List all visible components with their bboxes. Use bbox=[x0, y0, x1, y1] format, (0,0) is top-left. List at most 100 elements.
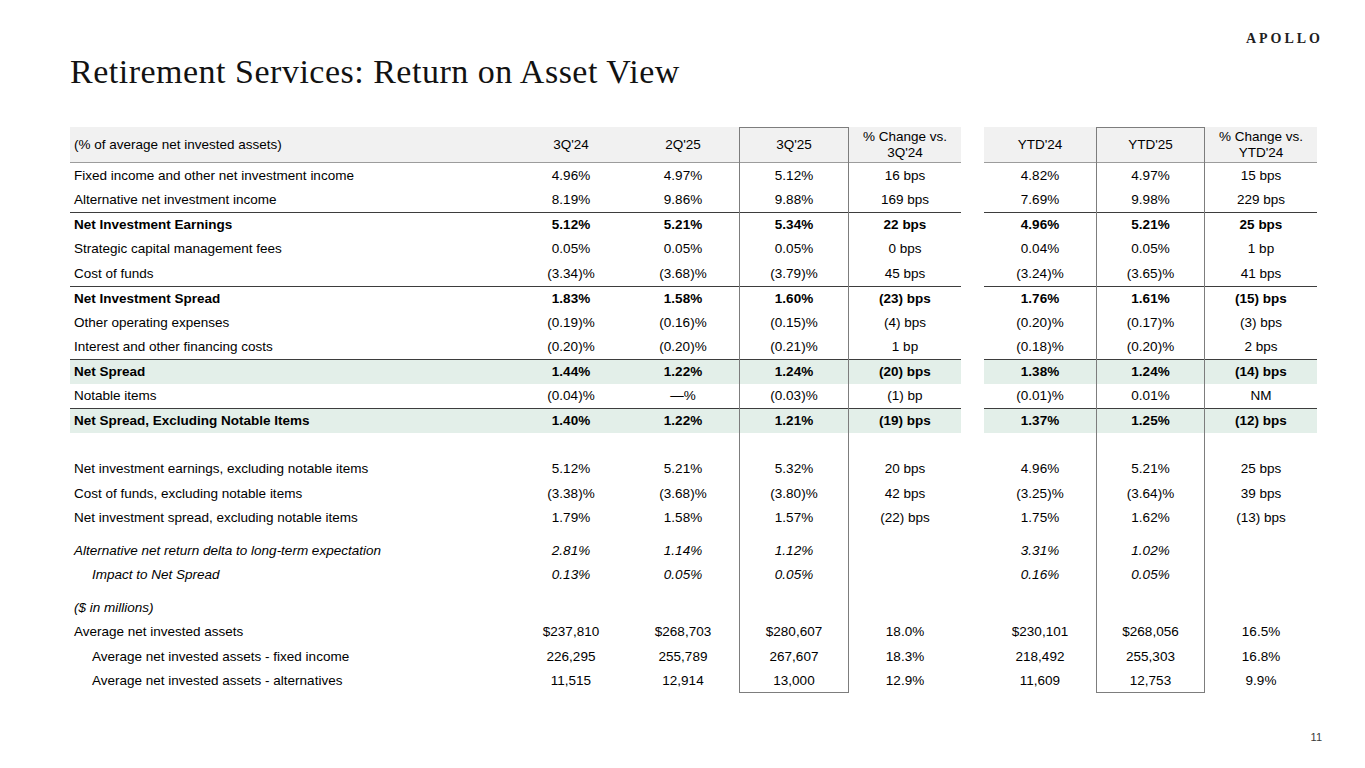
cell-value bbox=[849, 595, 961, 620]
cell-value: (22) bps bbox=[849, 506, 961, 531]
cell-value: 1.44% bbox=[515, 359, 627, 384]
column-header: % Change vs. YTD'24 bbox=[1205, 127, 1317, 163]
cell-value: (3.68)% bbox=[627, 261, 739, 286]
column-gap bbox=[961, 644, 984, 669]
cell-value: 1.58% bbox=[627, 506, 739, 531]
cell-value: (12) bps bbox=[1205, 408, 1317, 433]
column-gap bbox=[961, 408, 984, 433]
cell-value: 1.12% bbox=[739, 538, 849, 563]
cell-value: 42 bps bbox=[849, 481, 961, 506]
row-label: Net Investment Spread bbox=[70, 286, 515, 311]
cell-value: (0.18)% bbox=[984, 335, 1096, 360]
cell-value: 0 bps bbox=[849, 237, 961, 262]
cell-value: 16.5% bbox=[1205, 620, 1317, 645]
column-gap bbox=[961, 384, 984, 409]
table-row: Net investment earnings, excluding notab… bbox=[70, 457, 1317, 482]
column-header: % Change vs. 3Q'24 bbox=[849, 127, 961, 163]
cell-value: 0.05% bbox=[627, 237, 739, 262]
table-row: Net Spread1.44%1.22%1.24%(20) bps1.38%1.… bbox=[70, 359, 1317, 384]
cell-value: 0.05% bbox=[1096, 563, 1205, 588]
cell-value: (3.68)% bbox=[627, 481, 739, 506]
row-label: Fixed income and other net investment in… bbox=[70, 163, 515, 188]
cell-value: 0.05% bbox=[739, 237, 849, 262]
cell-value: 9.9% bbox=[1205, 669, 1317, 694]
cell-value: (0.20)% bbox=[1096, 335, 1205, 360]
cell-value: 2 bps bbox=[1205, 335, 1317, 360]
cell-value: (13) bps bbox=[1205, 506, 1317, 531]
cell-value: 4.96% bbox=[984, 212, 1096, 237]
page-number: 11 bbox=[1311, 731, 1322, 743]
cell-value: 1.58% bbox=[627, 286, 739, 311]
row-label: Average net invested assets - alternativ… bbox=[70, 669, 515, 694]
cell-value: 12,914 bbox=[627, 669, 739, 694]
cell-value: 0.04% bbox=[984, 237, 1096, 262]
cell-value: 4.96% bbox=[515, 163, 627, 188]
cell-value: 5.21% bbox=[627, 457, 739, 482]
cell-value: 1.79% bbox=[515, 506, 627, 531]
column-gap bbox=[961, 212, 984, 237]
cell-value: 7.69% bbox=[984, 188, 1096, 213]
table-row: Average net invested assets$237,810$268,… bbox=[70, 620, 1317, 645]
cell-value: 1.61% bbox=[1096, 286, 1205, 311]
table-row: Impact to Net Spread0.13%0.05%0.05%0.16%… bbox=[70, 563, 1317, 588]
cell-value: 229 bps bbox=[1205, 188, 1317, 213]
cell-value: $230,101 bbox=[984, 620, 1096, 645]
cell-value bbox=[849, 538, 961, 563]
column-gap bbox=[961, 286, 984, 311]
row-label: Average net invested assets bbox=[70, 620, 515, 645]
row-label: Alternative net return delta to long-ter… bbox=[70, 538, 515, 563]
cell-value: 5.12% bbox=[515, 212, 627, 237]
cell-value: (14) bps bbox=[1205, 359, 1317, 384]
cell-value: 1.62% bbox=[1096, 506, 1205, 531]
cell-value: 169 bps bbox=[849, 188, 961, 213]
cell-value: 4.97% bbox=[1096, 163, 1205, 188]
cell-value: 1 bp bbox=[849, 335, 961, 360]
spacer-row bbox=[70, 587, 1317, 595]
cell-value: NM bbox=[1205, 384, 1317, 409]
row-label: Notable items bbox=[70, 384, 515, 409]
cell-value: (0.03)% bbox=[739, 384, 849, 409]
column-header: 3Q'25 bbox=[739, 127, 849, 163]
cell-value: 1.75% bbox=[984, 506, 1096, 531]
roa-table: (% of average net invested assets)3Q'24 2… bbox=[70, 127, 1317, 693]
cell-value bbox=[984, 595, 1096, 620]
slide: APOLLO Retirement Services: Return on As… bbox=[0, 0, 1365, 768]
cell-value bbox=[1205, 538, 1317, 563]
table-row: Average net invested assets - fixed inco… bbox=[70, 644, 1317, 669]
column-gap bbox=[961, 237, 984, 262]
cell-value: 255,789 bbox=[627, 644, 739, 669]
row-label: Interest and other financing costs bbox=[70, 335, 515, 360]
cell-value bbox=[1096, 595, 1205, 620]
cell-value: 41 bps bbox=[1205, 261, 1317, 286]
cell-value: (3.80)% bbox=[739, 481, 849, 506]
cell-value: (0.21)% bbox=[739, 335, 849, 360]
row-label: Cost of funds, excluding notable items bbox=[70, 481, 515, 506]
cell-value: 20 bps bbox=[849, 457, 961, 482]
cell-value: $237,810 bbox=[515, 620, 627, 645]
row-label: Net Spread bbox=[70, 359, 515, 384]
cell-value: 1.14% bbox=[627, 538, 739, 563]
cell-value: 45 bps bbox=[849, 261, 961, 286]
cell-value: 1.02% bbox=[1096, 538, 1205, 563]
row-label: Cost of funds bbox=[70, 261, 515, 286]
table-row: Fixed income and other net investment in… bbox=[70, 163, 1317, 188]
cell-value: 18.0% bbox=[849, 620, 961, 645]
cell-value bbox=[1205, 563, 1317, 588]
column-header: YTD'25 bbox=[1096, 127, 1205, 163]
column-gap bbox=[961, 261, 984, 286]
table-row: Average net invested assets - alternativ… bbox=[70, 669, 1317, 694]
cell-value: (3.38)% bbox=[515, 481, 627, 506]
cell-value: 1.21% bbox=[739, 408, 849, 433]
table-header-row: (% of average net invested assets)3Q'242… bbox=[70, 127, 1317, 163]
spacer-row bbox=[70, 530, 1317, 538]
column-gap bbox=[961, 506, 984, 531]
column-header: YTD'24 bbox=[984, 127, 1096, 163]
cell-value: (4) bps bbox=[849, 310, 961, 335]
cell-value: (0.04)% bbox=[515, 384, 627, 409]
cell-value: (0.01)% bbox=[984, 384, 1096, 409]
cell-value: 16 bps bbox=[849, 163, 961, 188]
column-header-units: (% of average net invested assets) bbox=[70, 127, 515, 163]
cell-value bbox=[1205, 595, 1317, 620]
column-header: 3Q'24 bbox=[515, 127, 627, 163]
cell-value: (20) bps bbox=[849, 359, 961, 384]
